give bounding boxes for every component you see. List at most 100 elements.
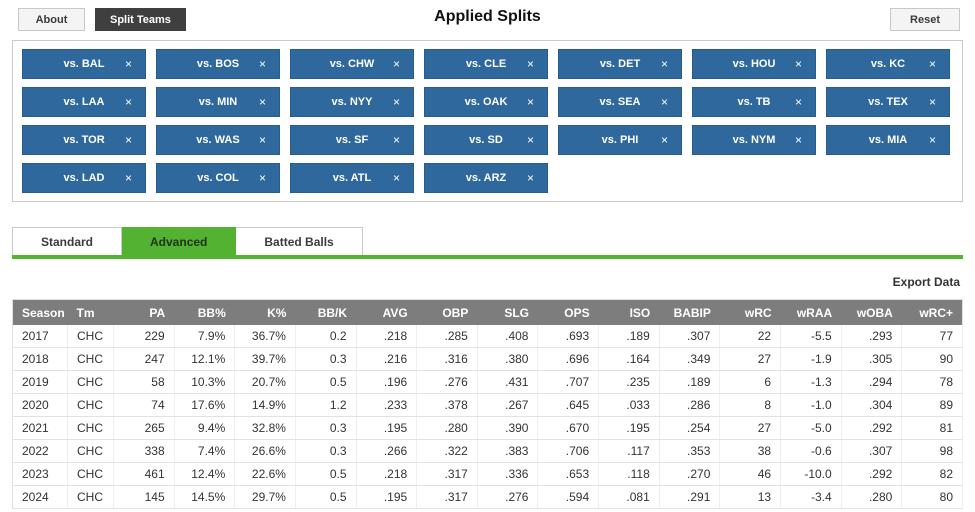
split-chip[interactable]: vs. NYY × xyxy=(290,87,414,117)
split-chip[interactable]: vs. MIN × xyxy=(156,87,280,117)
export-data-link[interactable]: Export Data xyxy=(892,275,960,289)
split-chip[interactable]: vs. OAK × xyxy=(424,87,548,117)
cell-pa: 461 xyxy=(113,462,175,486)
split-chip[interactable]: vs. LAD × xyxy=(22,163,146,193)
cell-babip: .286 xyxy=(659,393,721,417)
split-chip[interactable]: vs. COL × xyxy=(156,163,280,193)
remove-split-icon[interactable]: × xyxy=(258,95,266,109)
remove-split-icon[interactable]: × xyxy=(928,95,936,109)
split-chip[interactable]: vs. NYM × xyxy=(692,125,816,155)
cell-woba: .280 xyxy=(841,485,903,509)
table-row: 2018 CHC 247 12.1% 39.7% 0.3.216.316.380.696.… xyxy=(12,347,963,371)
cell-tm: CHC xyxy=(67,416,114,440)
split-chip[interactable]: vs. ARZ × xyxy=(424,163,548,193)
column-header-bb-[interactable]: BB% xyxy=(174,299,235,325)
column-header-bb-k[interactable]: BB/K xyxy=(295,299,357,325)
split-chip[interactable]: vs. SEA × xyxy=(558,87,682,117)
tab-advanced[interactable]: Advanced xyxy=(122,227,237,255)
column-header-obp[interactable]: OBP xyxy=(416,299,478,325)
cell-season: 2022 xyxy=(12,439,68,463)
cell-avg: .216 xyxy=(356,347,418,371)
remove-split-icon[interactable]: × xyxy=(928,133,936,147)
cell-babip: .270 xyxy=(659,462,721,486)
cell-wrc-: 90 xyxy=(901,347,963,371)
column-header-wrc[interactable]: wRC xyxy=(719,299,781,325)
column-header-ops[interactable]: OPS xyxy=(537,299,599,325)
remove-split-icon[interactable]: × xyxy=(660,95,668,109)
cell-season: 2024 xyxy=(12,485,68,509)
column-header-slg[interactable]: SLG xyxy=(477,299,538,325)
remove-split-icon[interactable]: × xyxy=(794,57,802,71)
column-header-season[interactable]: Season xyxy=(12,299,68,325)
cell-babip: .254 xyxy=(659,416,721,440)
remove-split-icon[interactable]: × xyxy=(526,133,534,147)
split-chip[interactable]: vs. ATL × xyxy=(290,163,414,193)
remove-split-icon[interactable]: × xyxy=(794,95,802,109)
column-header-wraa[interactable]: wRAA xyxy=(780,299,842,325)
remove-split-icon[interactable]: × xyxy=(124,95,132,109)
split-chip[interactable]: vs. TB × xyxy=(692,87,816,117)
column-header-k-[interactable]: K% xyxy=(234,299,296,325)
remove-split-icon[interactable]: × xyxy=(124,133,132,147)
split-chip[interactable]: vs. CHW × xyxy=(290,49,414,79)
remove-split-icon[interactable]: × xyxy=(660,133,668,147)
cell-wraa: -3.4 xyxy=(780,485,842,509)
column-header-pa[interactable]: PA xyxy=(113,299,175,325)
split-chip[interactable]: vs. CLE × xyxy=(424,49,548,79)
remove-split-icon[interactable]: × xyxy=(124,57,132,71)
split-chip[interactable]: vs. SF × xyxy=(290,125,414,155)
split-chip-label: vs. BAL xyxy=(63,58,105,70)
split-chip[interactable]: vs. TOR × xyxy=(22,125,146,155)
tab-batted-balls[interactable]: Batted Balls xyxy=(236,227,363,255)
split-chip[interactable]: vs. SD × xyxy=(424,125,548,155)
split-chip[interactable]: vs. PHI × xyxy=(558,125,682,155)
column-header-babip[interactable]: BABIP xyxy=(659,299,720,325)
split-chip[interactable]: vs. BOS × xyxy=(156,49,280,79)
split-chip[interactable]: vs. LAA × xyxy=(22,87,146,117)
cell-obp: .280 xyxy=(416,416,478,440)
remove-split-icon[interactable]: × xyxy=(660,57,668,71)
split-teams-button[interactable]: Split Teams xyxy=(95,8,186,31)
table-row: 2021 CHC 265 9.4% 32.8% 0.3.195.280.390.670.1… xyxy=(12,416,963,440)
remove-split-icon[interactable]: × xyxy=(392,171,400,185)
split-chip[interactable]: vs. BAL × xyxy=(22,49,146,79)
split-chip[interactable]: vs. MIA × xyxy=(826,125,950,155)
remove-split-icon[interactable]: × xyxy=(392,95,400,109)
split-chip-label: vs. KC xyxy=(870,58,906,70)
cell-k-: 36.7% xyxy=(234,325,296,348)
remove-split-icon[interactable]: × xyxy=(258,171,266,185)
stats-tabs: Standard Advanced Batted Balls xyxy=(12,227,963,255)
split-chip[interactable]: vs. KC × xyxy=(826,49,950,79)
split-chip-label: vs. PHI xyxy=(601,134,639,146)
split-chip[interactable]: vs. DET × xyxy=(558,49,682,79)
column-header-wrc-[interactable]: wRC+ xyxy=(901,299,963,325)
column-header-iso[interactable]: ISO xyxy=(598,299,660,325)
remove-split-icon[interactable]: × xyxy=(526,57,534,71)
remove-split-icon[interactable]: × xyxy=(392,133,400,147)
about-button[interactable]: About xyxy=(18,8,85,31)
remove-split-icon[interactable]: × xyxy=(526,171,534,185)
remove-split-icon[interactable]: × xyxy=(258,133,266,147)
split-chip-label: vs. SD xyxy=(469,134,503,146)
tab-standard[interactable]: Standard xyxy=(12,227,123,255)
remove-split-icon[interactable]: × xyxy=(794,133,802,147)
column-header-tm[interactable]: Tm xyxy=(67,299,114,325)
column-header-avg[interactable]: AVG xyxy=(356,299,417,325)
cell-woba: .305 xyxy=(841,347,903,371)
remove-split-icon[interactable]: × xyxy=(392,57,400,71)
split-chip[interactable]: vs. WAS × xyxy=(156,125,280,155)
reset-button[interactable]: Reset xyxy=(890,8,960,31)
split-chip[interactable]: vs. HOU × xyxy=(692,49,816,79)
page-title: Applied Splits xyxy=(434,8,541,25)
split-chip[interactable]: vs. TEX × xyxy=(826,87,950,117)
remove-split-icon[interactable]: × xyxy=(258,57,266,71)
cell-tm: CHC xyxy=(67,347,114,371)
export-row: Export Data xyxy=(0,273,960,291)
cell-obp: .285 xyxy=(416,325,478,348)
column-header-woba[interactable]: wOBA xyxy=(841,299,902,325)
remove-split-icon[interactable]: × xyxy=(526,95,534,109)
remove-split-icon[interactable]: × xyxy=(124,171,132,185)
cell-wrc-: 77 xyxy=(901,325,963,348)
remove-split-icon[interactable]: × xyxy=(928,57,936,71)
table-row: 2017 CHC 229 7.9% 36.7% 0.2.218.285.408.693.1… xyxy=(12,325,963,348)
